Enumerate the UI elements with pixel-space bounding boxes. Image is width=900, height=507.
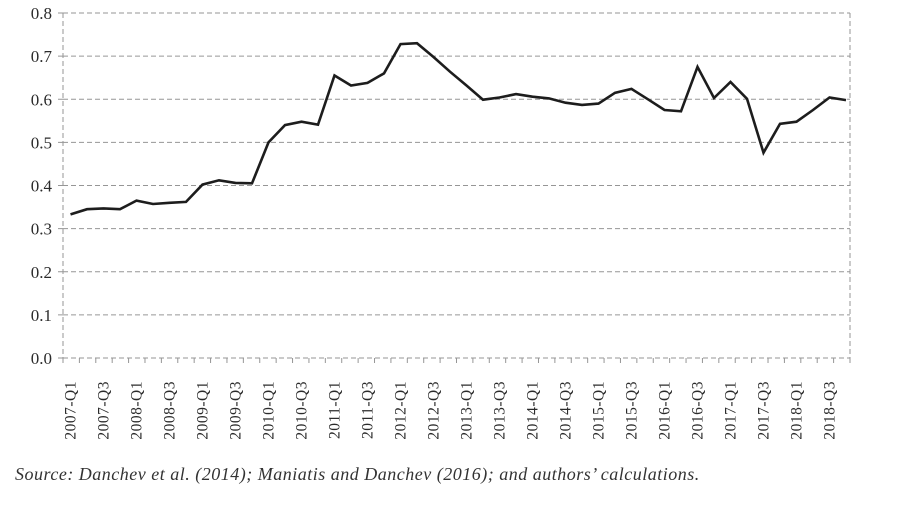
x-tick-label: 2015-Q3 [624,381,641,440]
data-line [70,41,847,216]
chart-plot-area: 0.0 0.1 0.2 0.3 0.4 0.5 0.6 0.7 0.8 2007-Q1 2007-Q… [31,4,851,440]
quarterly-line-chart: 0.0 0.1 0.2 0.3 0.4 0.5 0.6 0.7 0.8 2007-Q1 2007-Q… [31,4,851,440]
x-tick-label: 2013-Q3 [492,381,509,440]
x-tick-label: 2015-Q1 [591,381,608,440]
x-tick-label: 2007-Q3 [96,381,113,440]
x-tick-label: 2018-Q1 [789,381,806,440]
y-tick-label: 0.6 [31,90,52,109]
x-tick-label: 2017-Q1 [723,381,740,440]
x-tick-label: 2014-Q3 [558,381,575,440]
x-tick-label: 2008-Q1 [129,381,146,440]
x-tick-label: 2010-Q1 [261,381,278,440]
y-tick-label: 0.7 [31,47,53,66]
x-tick-label: 2016-Q3 [690,381,707,440]
x-tick-label: 2012-Q3 [426,381,443,440]
y-tick-label: 0.3 [31,220,52,239]
y-tick-label: 0.0 [31,349,52,368]
x-tick-label: 2016-Q1 [657,381,674,440]
y-tick-label: 0.5 [31,133,52,152]
y-tick-label: 0.1 [31,306,52,325]
x-tick-label: 2010-Q3 [294,381,311,440]
x-tick-label: 2018-Q3 [822,381,839,440]
x-tick-label: 2012-Q1 [393,381,410,440]
x-tick-label: 2009-Q1 [195,381,212,440]
source-note: Source: Danchev et al. (2014); Maniatis … [15,464,700,484]
y-tick-label: 0.8 [31,4,52,23]
x-tick-label: 2017-Q3 [756,381,773,440]
x-tick-label: 2009-Q3 [228,381,245,440]
x-tick-label: 2008-Q3 [162,381,179,440]
x-tick-label: 2014-Q1 [525,381,542,440]
x-tick-label: 2013-Q1 [459,381,476,440]
y-tick-label: 0.2 [31,263,52,282]
y-tick-label: 0.4 [31,177,53,196]
x-tick-label: 2011-Q1 [327,381,344,439]
x-tick-label: 2007-Q1 [63,381,80,440]
x-tick-label: 2011-Q3 [360,381,377,439]
